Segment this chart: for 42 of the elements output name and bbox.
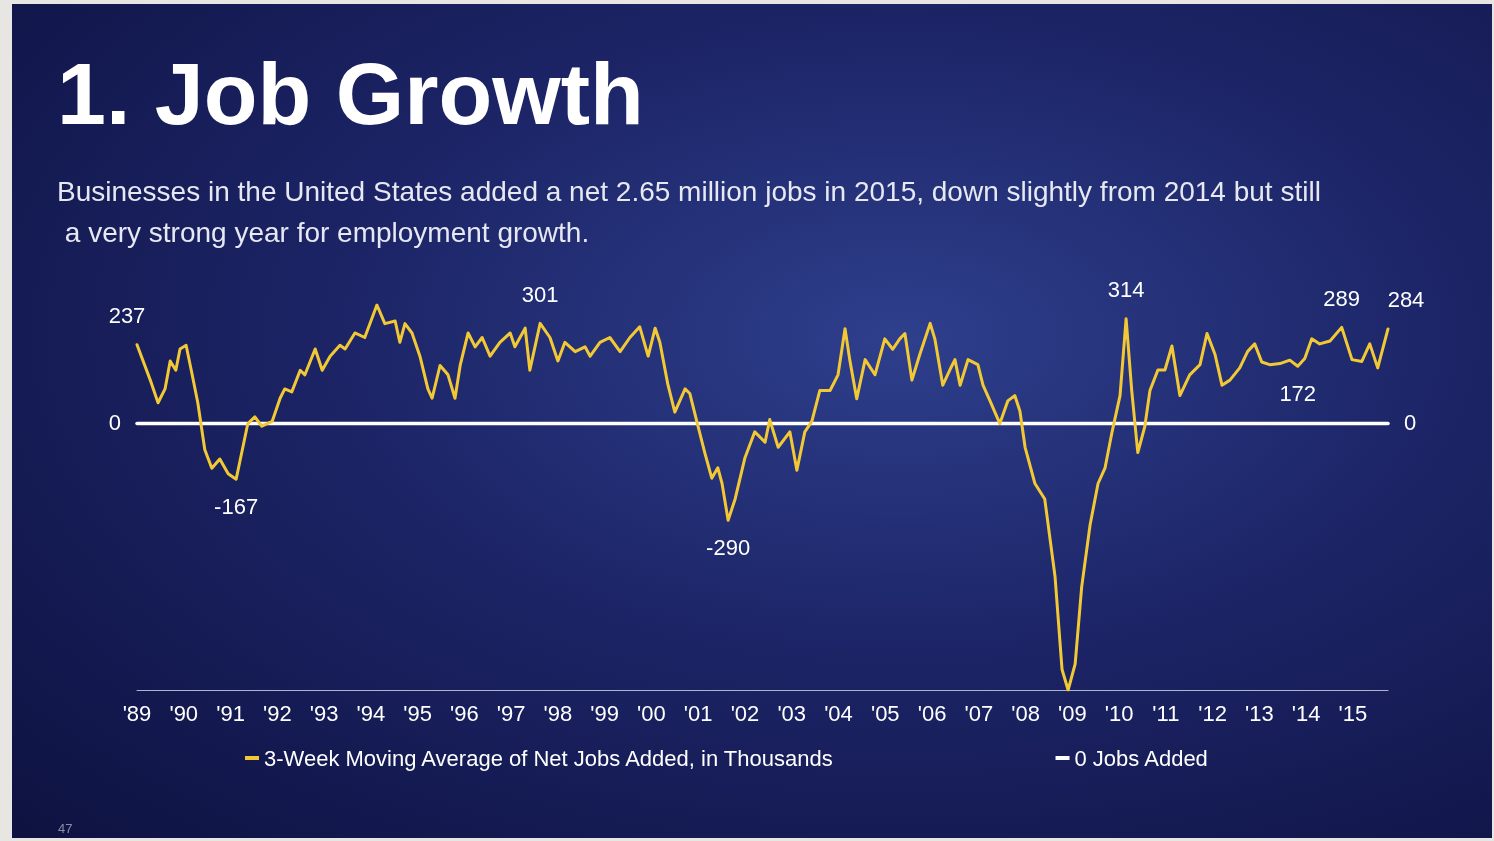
- chart-title: 1. Job Growth: [57, 43, 644, 143]
- x-tick-label: '98: [543, 700, 573, 726]
- x-tick-label: '99: [590, 700, 619, 726]
- legend-label: 0 Jobs Added: [1074, 745, 1208, 771]
- annotation: 0: [108, 410, 121, 436]
- chart-subtitle: Businesses in the United States added a net 2.65 million jobs in 2015, down slightly from 2014 but still a very strong year for employment growth.: [57, 176, 1321, 248]
- x-tick-label: '14: [1291, 700, 1321, 726]
- legend-label: 3-Week Moving Average of Net Jobs Added, in Thousands: [264, 745, 833, 771]
- annotation: 314: [1107, 277, 1145, 303]
- annotation: 301: [521, 281, 559, 307]
- x-tick-label: '03: [777, 700, 807, 726]
- x-tick-label: '94: [356, 700, 386, 726]
- x-tick-label: '12: [1198, 700, 1227, 726]
- x-tick-label: '02: [730, 700, 760, 726]
- x-tick-label: '10: [1104, 700, 1134, 726]
- annotation: 0: [1404, 410, 1417, 436]
- x-tick-label: '11: [1152, 700, 1180, 726]
- annotation: -167: [214, 493, 259, 519]
- annotation: 172: [1279, 380, 1317, 406]
- annotation: -290: [706, 534, 751, 560]
- x-tick-label: '90: [169, 700, 199, 726]
- x-tick-label: '00: [637, 700, 666, 726]
- x-tick-label: '05: [870, 700, 900, 726]
- text: 47: [58, 821, 73, 836]
- x-tick-label: '13: [1245, 700, 1274, 726]
- x-tick-label: '09: [1057, 700, 1087, 726]
- x-tick-label: '07: [964, 700, 994, 726]
- annotation: 284: [1387, 287, 1425, 313]
- annotation: 289: [1323, 285, 1361, 311]
- x-tick-label: '06: [917, 700, 947, 726]
- x-tick-label: '91: [216, 700, 245, 726]
- x-tick-label: '01: [683, 700, 713, 726]
- x-tick-label: '15: [1338, 700, 1368, 726]
- x-tick-label: '92: [262, 700, 292, 726]
- x-tick-label: '89: [122, 700, 152, 726]
- annotation: 237: [108, 303, 146, 329]
- x-tick-label: '93: [309, 700, 339, 726]
- x-tick-label: '96: [450, 700, 479, 726]
- x-tick-label: '04: [824, 700, 853, 726]
- x-tick-label: '08: [1011, 700, 1040, 726]
- x-tick-label: '97: [496, 700, 526, 726]
- x-tick-label: '95: [403, 700, 432, 726]
